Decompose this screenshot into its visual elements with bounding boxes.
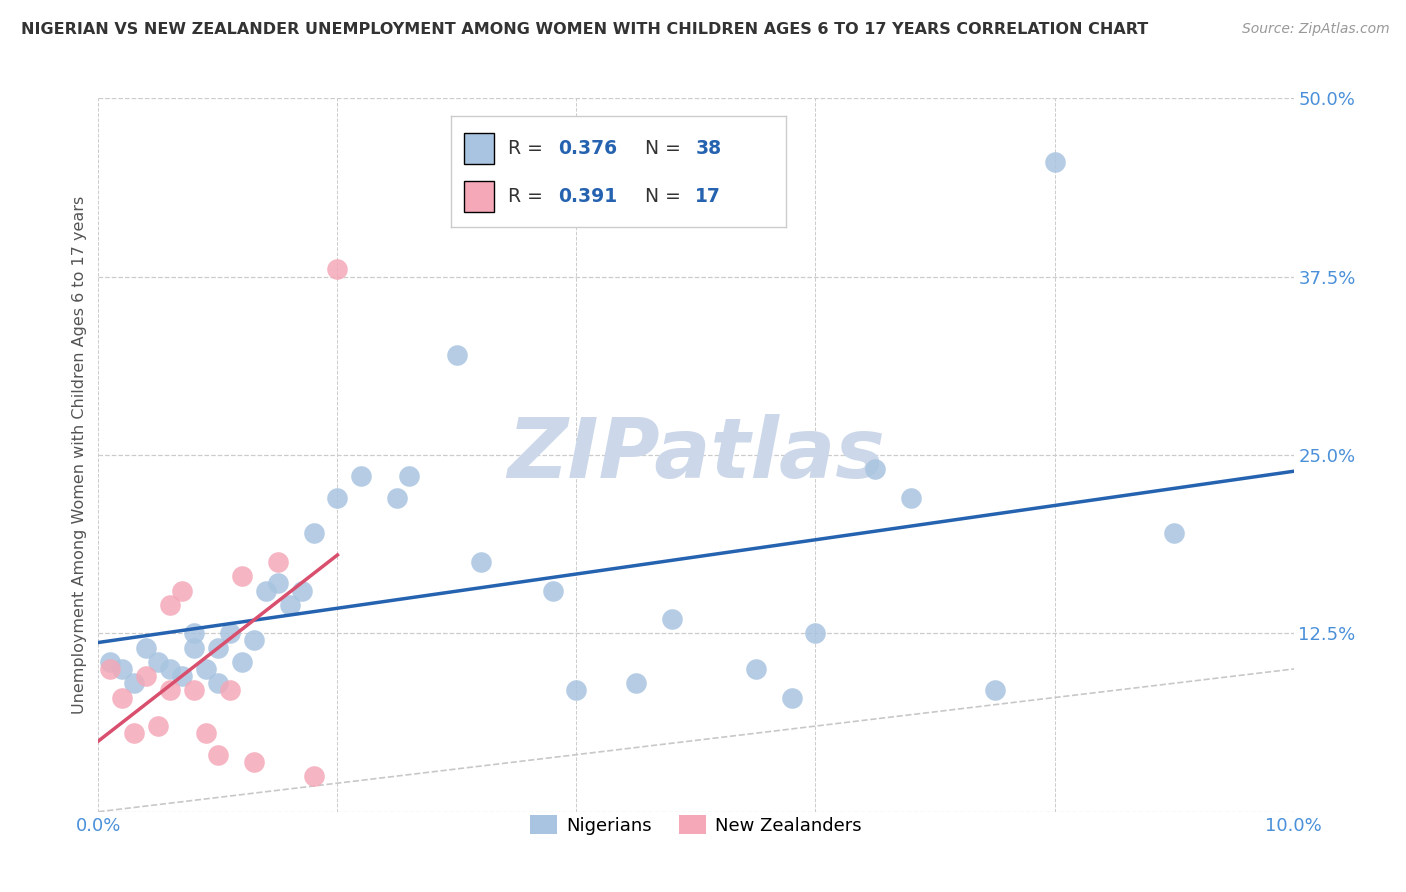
Point (865, 462, 887, 476)
Point (207, 676, 229, 690)
Point (124, 676, 146, 690)
Point (626, 676, 648, 690)
Point (565, 683, 588, 698)
Point (111, 662, 134, 676)
Point (159, 683, 181, 698)
Point (243, 633, 266, 648)
Point (183, 626, 205, 640)
Point (302, 769, 325, 783)
Point (661, 612, 683, 626)
Text: NIGERIAN VS NEW ZEALANDER UNEMPLOYMENT AMONG WOMEN WITH CHILDREN AGES 6 TO 17 YE: NIGERIAN VS NEW ZEALANDER UNEMPLOYMENT A… (21, 22, 1149, 37)
Point (172, 669, 194, 683)
Point (111, 690, 134, 705)
Legend: Nigerians, New Zealanders: Nigerians, New Zealanders (523, 808, 869, 842)
Point (159, 598, 181, 612)
Point (195, 662, 218, 676)
Point (159, 662, 181, 676)
Point (470, 555, 492, 569)
Point (326, 491, 349, 505)
Text: Source: ZipAtlas.com: Source: ZipAtlas.com (1241, 22, 1389, 37)
Point (900, 491, 922, 505)
Point (183, 683, 205, 698)
Point (745, 662, 768, 676)
Point (98, 655, 122, 669)
Point (207, 640, 229, 655)
Point (231, 569, 253, 583)
Point (135, 640, 157, 655)
Text: ZIPatlas: ZIPatlas (508, 415, 884, 495)
Point (804, 626, 827, 640)
Point (231, 655, 253, 669)
Point (302, 526, 325, 541)
Point (398, 469, 420, 483)
Point (267, 576, 290, 591)
Point (172, 583, 194, 598)
Point (124, 726, 146, 740)
Point (219, 683, 242, 698)
Point (183, 640, 205, 655)
Point (278, 598, 301, 612)
Point (350, 469, 373, 483)
Point (385, 491, 409, 505)
Point (446, 348, 468, 362)
Point (219, 626, 242, 640)
Point (1163, 526, 1185, 541)
Point (267, 555, 290, 569)
Point (148, 655, 170, 669)
Point (195, 726, 218, 740)
Point (1043, 155, 1066, 169)
Point (984, 683, 1007, 698)
Point (98, 662, 122, 676)
Point (243, 755, 266, 769)
Point (135, 669, 157, 683)
Point (541, 583, 564, 598)
Point (254, 583, 277, 598)
Point (780, 690, 803, 705)
Y-axis label: Unemployment Among Women with Children Ages 6 to 17 years: Unemployment Among Women with Children A… (72, 196, 87, 714)
Point (148, 719, 170, 733)
Point (291, 583, 314, 598)
Point (207, 747, 229, 762)
Point (326, 262, 349, 277)
